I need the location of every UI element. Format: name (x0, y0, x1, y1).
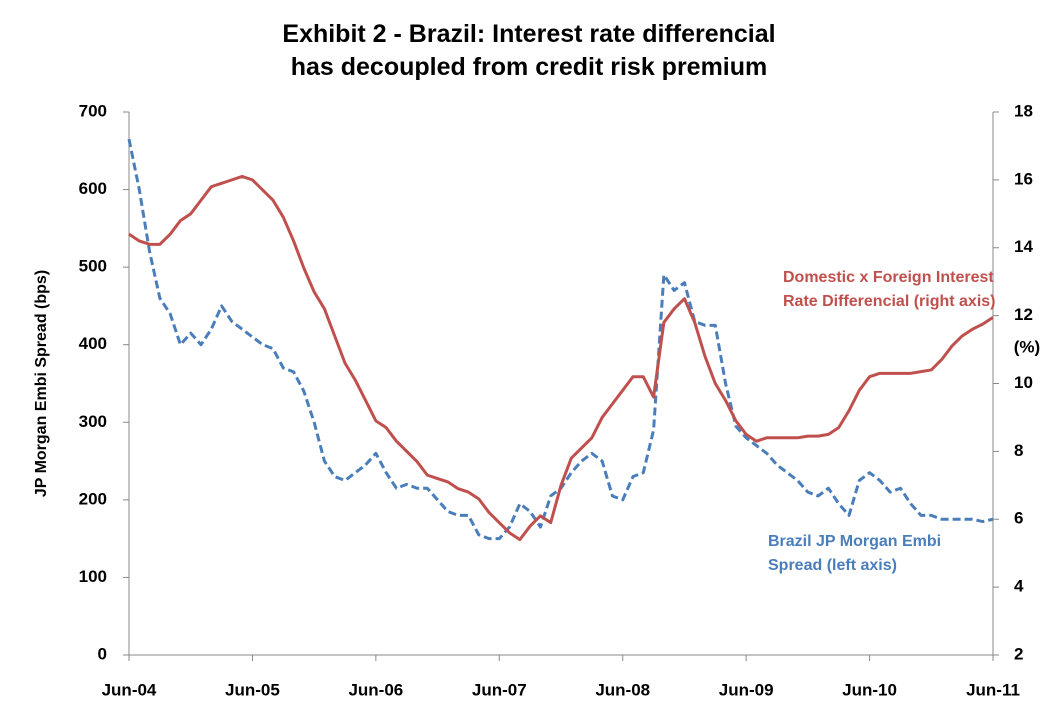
y2-axis-label: (%) (1014, 337, 1040, 356)
x-tick-label: Jun-04 (102, 680, 157, 699)
y-tick-label: 600 (79, 179, 107, 198)
y-tick-label: 200 (79, 489, 107, 508)
y-tick-label: 300 (79, 412, 107, 431)
series-line (128, 174, 994, 542)
y2-tick-label: 14 (1014, 237, 1033, 256)
y2-tick-label: 2 (1014, 644, 1023, 663)
y2-tick-label: 8 (1014, 441, 1023, 460)
y-axis-label: JP Morgan Embi Spread (bps) (33, 270, 50, 497)
series-label: Domestic x Foreign Interest Rate Differe… (783, 269, 996, 310)
chart-title: Exhibit 2 - Brazil: Interest rate differ… (282, 20, 776, 81)
y2-tick-label: 18 (1014, 101, 1033, 120)
x-tick-label: Jun-05 (225, 680, 280, 699)
x-tick-label: Jun-09 (719, 680, 774, 699)
y-tick-label: 0 (98, 644, 107, 663)
x-tick-label: Jun-10 (842, 680, 897, 699)
y2-tick-label: 10 (1014, 373, 1033, 392)
x-tick-label: Jun-11 (966, 680, 1020, 699)
x-tick-label: Jun-08 (595, 680, 650, 699)
series-label: Brazil JP Morgan Embi Spread (left axis) (768, 533, 942, 574)
series-line (127, 138, 994, 541)
y2-tick-label: 4 (1014, 577, 1024, 596)
y-tick-label: 700 (79, 101, 107, 120)
y-tick-label: 100 (79, 567, 107, 586)
x-tick-label: Jun-07 (472, 680, 527, 699)
y2-tick-label: 6 (1014, 509, 1023, 528)
x-tick-label: Jun-06 (348, 680, 403, 699)
y2-tick-label: 12 (1014, 305, 1033, 324)
y-tick-label: 400 (79, 334, 107, 353)
y-tick-label: 500 (79, 257, 107, 276)
y2-tick-label: 16 (1014, 169, 1033, 188)
